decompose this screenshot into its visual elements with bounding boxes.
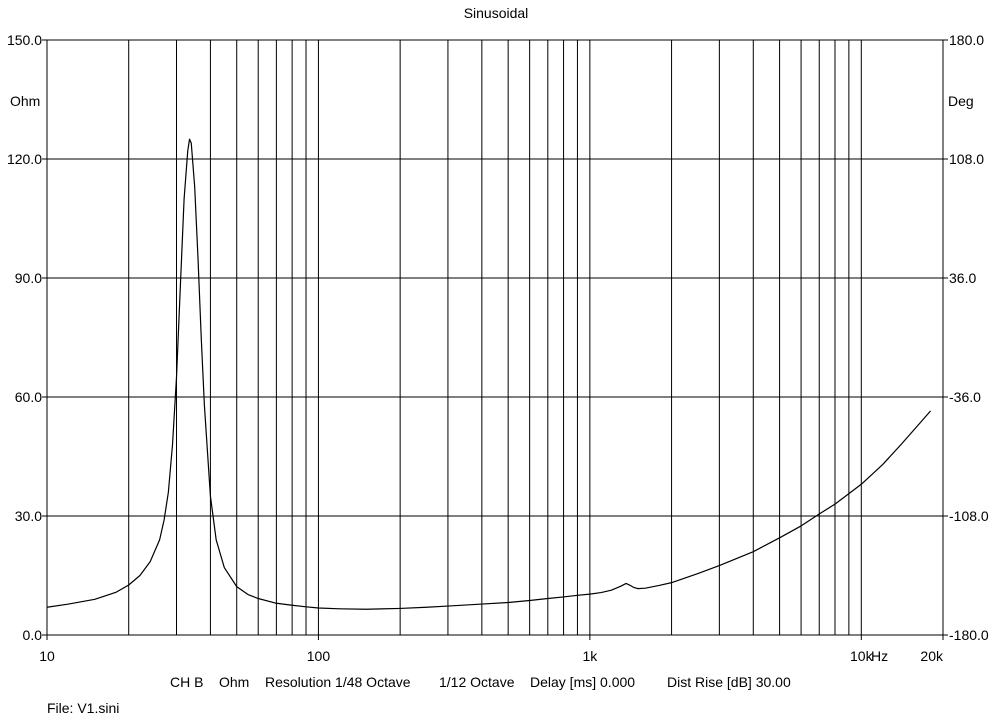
x-axis-unit: Hz [871,648,888,664]
left-tick-label: 30.0 [15,508,42,524]
footer-resolution: Resolution 1/48 Octave [265,674,411,690]
right-tick-label: 108.0 [949,151,984,167]
footer-delay: Delay [ms] 0.000 [530,674,635,690]
right-tick-label: -180.0 [949,627,989,643]
x-axis-ticks: 10 100 1k 10k 20k [39,635,944,664]
footer-dist-rise: Dist Rise [dB] 30.00 [667,674,791,690]
left-tick-label: 60.0 [15,389,42,405]
left-axis-ticks: 0.0 30.0 60.0 90.0 120.0 150.0 [7,32,47,643]
footer-channel: CH B [170,674,203,690]
plot-frame [46,39,944,636]
right-tick-label: -36.0 [949,389,981,405]
left-tick-label: 120.0 [7,151,42,167]
left-axis-unit: Ohm [10,93,40,109]
chart-title: Sinusoidal [464,5,529,21]
left-tick-label: 150.0 [7,32,42,48]
right-tick-label: -108.0 [949,508,989,524]
x-tick-label: 10 [39,648,55,664]
file-label: File: V1.sini [47,700,119,716]
x-tick-label: 20k [920,648,944,664]
right-axis-unit: Deg [948,93,974,109]
right-axis-ticks: -180.0 -108.0 -36.0 36.0 108.0 180.0 [943,32,989,643]
left-tick-label: 0.0 [23,627,43,643]
footer-smoothing: 1/12 Octave [439,674,515,690]
impedance-series-line [46,138,932,610]
x-tick-label: 100 [307,648,331,664]
footer-info: CH B Ohm Resolution 1/48 Octave 1/12 Oct… [170,674,791,690]
grid-lines [47,40,943,635]
right-tick-label: 36.0 [949,270,976,286]
left-tick-label: 90.0 [15,270,42,286]
footer-unit: Ohm [219,674,249,690]
x-tick-label: 1k [582,648,598,664]
x-tick-label: 10k [850,648,874,664]
right-tick-label: 180.0 [949,32,984,48]
impedance-curve-layer [46,138,932,610]
